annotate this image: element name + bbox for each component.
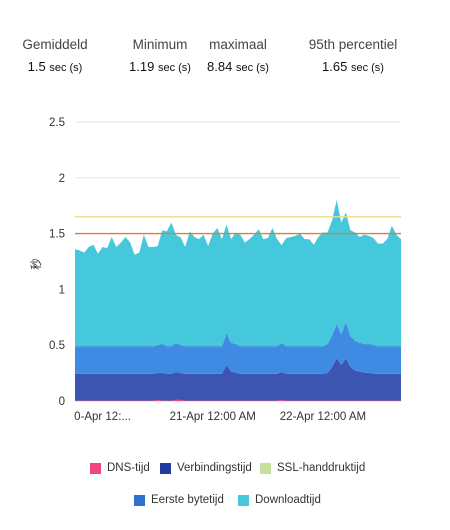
- series-area-4: [75, 200, 401, 347]
- x-tick-labels: 0-Apr 12:... 21-Apr 12:00 AM 22-Apr 12:00 …: [74, 411, 366, 423]
- legend-label-ttfb: Eerste bytetijd: [151, 494, 224, 506]
- legend-label-ssl: SSL-handdruktijd: [277, 462, 366, 474]
- x-tick-label-2: 22-Apr 12:00 AM: [280, 411, 366, 423]
- legend-item-dns[interactable]: DNS-tijd: [90, 462, 150, 474]
- stat-average: Gemiddeld 1.5 sec (s): [0, 36, 110, 76]
- stat-minimum-unit: sec (s): [157, 62, 191, 74]
- stat-average-value-row: 1.5 sec (s): [0, 59, 110, 76]
- stat-average-label: Gemiddeld: [22, 37, 88, 52]
- stat-p95-unit: sec (s): [350, 62, 384, 74]
- series-area-2: [75, 322, 401, 374]
- y-tick-label-3: 1.5: [49, 229, 65, 241]
- y-tick-labels: 0 0.5 1 1.5 2 2.5: [49, 117, 65, 408]
- legend-label-dns: DNS-tijd: [107, 462, 150, 474]
- y-tick-label-4: 2: [59, 173, 65, 185]
- legend-swatch-ssl: [260, 462, 271, 474]
- series-area-0: [75, 399, 401, 401]
- stat-average-unit: sec (s): [49, 62, 83, 74]
- stat-p95-value: 1.65: [322, 59, 348, 74]
- stat-minimum-value-row: 1.19 sec (s): [105, 59, 215, 76]
- legend-swatch-dns: [90, 462, 101, 474]
- x-tick-label-1: 21-Apr 12:00 AM: [170, 411, 256, 423]
- legend-row-1: DNS-tijd Verbindingstijd SSL-handdruktij…: [0, 462, 450, 482]
- legend-item-connect[interactable]: Verbindingstijd: [160, 462, 252, 474]
- legend-swatch-connect: [160, 462, 171, 474]
- stat-p95: 95th percentiel 1.65 sec (s): [298, 36, 408, 76]
- y-axis-label: 秒: [29, 258, 43, 270]
- stat-maximum-value-row: 8.84 sec (s): [183, 59, 293, 76]
- stat-maximum-unit: sec (s): [235, 62, 269, 74]
- legend-swatch-ttfb: [134, 494, 145, 506]
- stat-minimum-value: 1.19: [129, 59, 155, 74]
- reference-lines: [75, 216, 401, 235]
- y-tick-label-1: 0.5: [49, 340, 65, 352]
- series-area-3: [75, 321, 401, 348]
- stat-p95-label: 95th percentiel: [308, 37, 398, 52]
- stat-average-value: 1.5: [27, 59, 46, 74]
- stat-maximum-label: maximaal: [209, 37, 267, 52]
- stat-maximum: maximaal 8.84 sec (s): [183, 36, 293, 76]
- y-tick-label-0: 0: [59, 396, 65, 408]
- y-tick-label-5: 2.5: [49, 117, 65, 129]
- legend-label-connect: Verbindingstijd: [177, 462, 252, 474]
- stat-p95-value-row: 1.65 sec (s): [298, 59, 408, 76]
- series-areas: [75, 200, 401, 401]
- series-area-1: [75, 358, 401, 401]
- legend-item-ttfb[interactable]: Eerste bytetijd: [134, 494, 224, 506]
- legend-item-download[interactable]: Downloadtijd: [238, 494, 321, 506]
- response-time-chart: 0 0.5 1 1.5 2 2.5 0-Apr 12:... 21-Apr 12:00 AM…: [29, 117, 401, 423]
- y-tick-label-2: 1: [59, 284, 65, 296]
- legend-item-ssl[interactable]: SSL-handdruktijd: [260, 462, 365, 474]
- legend-swatch-download: [238, 494, 249, 506]
- stat-minimum-label: Minimum: [132, 37, 188, 52]
- x-tick-label-0: 0-Apr 12:...: [74, 411, 131, 423]
- legend-label-download: Downloadtijd: [255, 494, 321, 506]
- stat-maximum-value: 8.84: [207, 59, 233, 74]
- summary-stats: Gemiddeld 1.5 sec (s) Minimum 1.19 sec (…: [0, 36, 450, 86]
- legend-row-2: Eerste bytetijd Downloadtijd: [0, 494, 450, 514]
- stat-minimum: Minimum 1.19 sec (s): [105, 36, 215, 76]
